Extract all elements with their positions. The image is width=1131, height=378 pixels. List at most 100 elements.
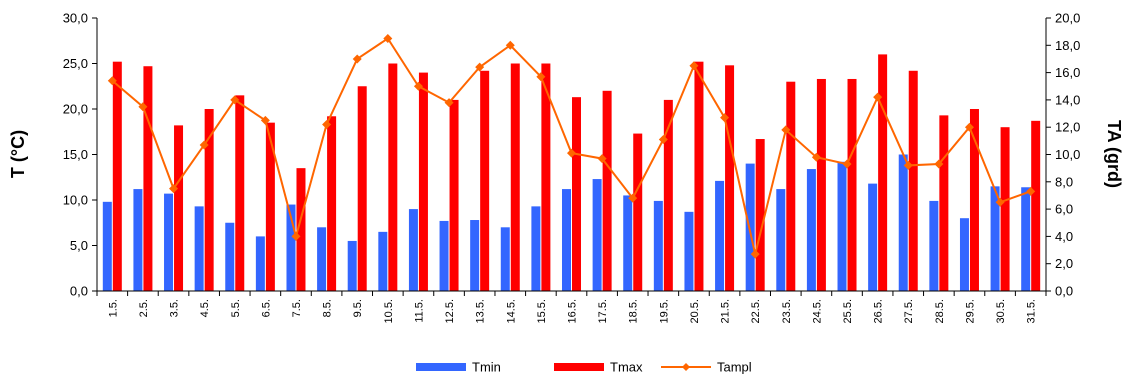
line-tampl	[111, 37, 1032, 255]
marker-tampl	[934, 159, 944, 169]
bar-tmax	[816, 78, 826, 291]
legend-item-tampl: Tampl	[661, 360, 752, 375]
bar-tmax	[418, 72, 428, 291]
x-tick-label: 15.5.	[536, 299, 548, 323]
bar-tmin	[133, 189, 143, 291]
marker-tampl	[658, 134, 668, 144]
bar-tmax	[510, 63, 520, 291]
marker-tampl	[689, 61, 699, 71]
x-tick-label: 10.5.	[383, 299, 395, 323]
bar-tmin	[1021, 187, 1031, 291]
bar-tmax	[633, 133, 643, 291]
bar-tmin	[868, 183, 878, 291]
bar-tmin	[408, 209, 418, 291]
legend-label: Tmin	[472, 360, 501, 375]
y-tick-label: 25,0	[63, 56, 88, 71]
x-tick-label: 5.5.	[230, 299, 242, 317]
bar-tmin	[990, 186, 1000, 291]
bar-tmin	[623, 195, 633, 291]
bar-tmax	[388, 63, 398, 291]
x-tick-label: 30.5.	[995, 299, 1007, 323]
x-tick-label: 6.5.	[260, 299, 272, 317]
x-tick-label: 26.5.	[873, 299, 885, 323]
legend-item-tmax: Tmax	[554, 360, 643, 375]
marker-tampl	[1026, 186, 1036, 196]
bar-tmax	[449, 99, 459, 292]
marker-tampl	[413, 81, 423, 91]
legend-marker	[682, 363, 690, 371]
bar-tmin	[317, 227, 327, 291]
bar-tmax	[204, 109, 214, 291]
plot-area	[102, 33, 1041, 292]
y2-tick-label: 8,0	[1055, 174, 1073, 189]
y2-tick-label: 18,0	[1055, 38, 1080, 53]
y-tick-label: 15,0	[63, 147, 88, 162]
x-tick-label: 9.5.	[352, 299, 364, 317]
x-tick-label: 23.5.	[781, 299, 793, 323]
series-tampl	[107, 33, 1036, 259]
y-tick-label: 5,0	[70, 238, 88, 253]
bar-tmin	[562, 189, 571, 291]
x-tick-label: 2.5.	[138, 299, 150, 317]
bar-tmax	[327, 116, 337, 291]
bar-tmin	[837, 161, 847, 291]
y2-tick-label: 16,0	[1055, 65, 1080, 80]
bar-tmax	[1031, 120, 1041, 291]
marker-tampl	[842, 159, 852, 169]
x-tick-label: 31.5.	[1026, 299, 1038, 323]
marker-tampl	[322, 119, 332, 129]
bar-tmax	[174, 125, 184, 291]
x-tick-label: 11.5.	[413, 299, 425, 323]
marker-tampl	[352, 54, 362, 64]
bar-tmin	[255, 236, 265, 291]
marker-tampl	[291, 231, 301, 241]
marker-tampl	[383, 33, 393, 43]
marker-tampl	[903, 160, 913, 170]
marker-tampl	[505, 40, 515, 50]
bar-tmax	[847, 78, 857, 291]
y2-tick-label: 6,0	[1055, 202, 1073, 217]
bar-tmax	[112, 61, 122, 292]
marker-tampl	[628, 193, 638, 203]
bar-tmin	[102, 201, 112, 291]
marker-tampl	[720, 113, 730, 123]
x-tick-label: 1.5.	[107, 299, 119, 317]
bar-tmax	[786, 81, 796, 291]
x-tick-label: 21.5.	[720, 299, 732, 323]
bar-tmax	[572, 97, 581, 291]
bar-tmax	[265, 122, 275, 292]
legend-swatch	[416, 363, 466, 371]
marker-tampl	[199, 140, 209, 150]
legend: Tmin Tmax Tampl	[416, 360, 752, 375]
bar-tmin	[806, 169, 816, 291]
marker-tampl	[811, 152, 821, 162]
bar-tmin	[684, 211, 694, 291]
bar-tmax	[1000, 127, 1010, 291]
legend-swatch	[554, 363, 604, 371]
y2-tick-label: 12,0	[1055, 120, 1080, 135]
x-tick-label: 28.5.	[934, 299, 946, 323]
y-axis-left: 0,0 5,0 10,0 15,0 20,0 25,0 30,0	[63, 11, 98, 299]
y2-tick-label: 14,0	[1055, 92, 1080, 107]
x-tick-label: 25.5.	[842, 299, 854, 323]
x-tick-label: 18.5.	[628, 299, 640, 323]
bar-tmax	[694, 61, 704, 292]
marker-tampl	[873, 92, 883, 102]
y-tick-label: 0,0	[70, 284, 88, 299]
marker-tampl	[444, 98, 454, 108]
bar-tmax	[878, 54, 888, 292]
bar-tmax	[541, 63, 551, 291]
x-tick-label: 16.5.	[567, 299, 579, 323]
bar-tmax	[755, 139, 765, 291]
y2-tick-label: 20,0	[1055, 11, 1080, 26]
x-tick-label: 20.5.	[689, 299, 701, 323]
y-tick-label: 20,0	[63, 102, 88, 117]
x-tick-label: 4.5.	[199, 299, 211, 317]
bar-tmax	[235, 95, 245, 291]
bar-tmin	[898, 154, 908, 291]
bar-tmin	[531, 206, 541, 291]
x-tick-label: 17.5.	[597, 299, 609, 323]
marker-tampl	[536, 72, 546, 82]
x-tick-label: 24.5.	[811, 299, 823, 323]
